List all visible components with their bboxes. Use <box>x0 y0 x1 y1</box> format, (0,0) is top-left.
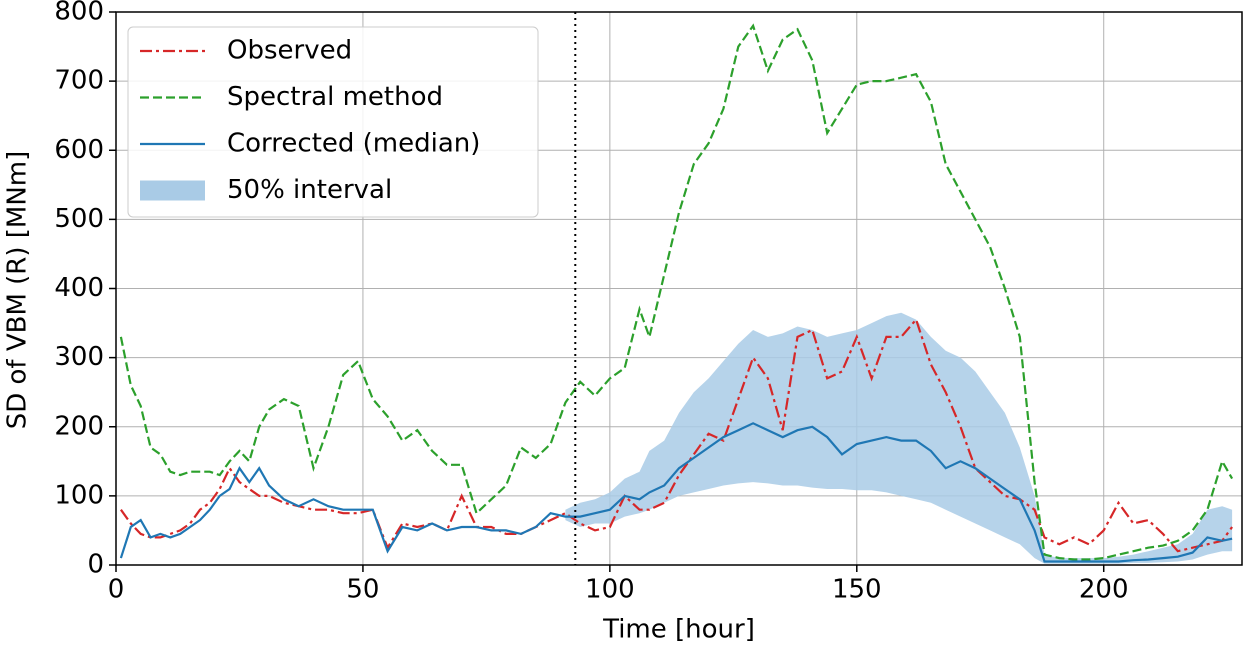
x-tick-label: 0 <box>108 575 125 605</box>
y-tick-label: 400 <box>54 273 104 303</box>
y-tick-label: 0 <box>87 550 104 580</box>
legend: Observed Spectral method Corrected (median… <box>127 26 539 218</box>
y-tick-label: 100 <box>54 480 104 510</box>
plot-frame <box>115 11 1243 566</box>
y-tick-label: 300 <box>54 342 104 372</box>
y-tick-label: 700 <box>54 66 104 96</box>
legend-label: 50% interval <box>227 175 392 205</box>
y-tick-label: 500 <box>54 204 104 234</box>
x-axis-label: Time [hour] <box>602 615 755 645</box>
x-tick-label: 50 <box>346 575 379 605</box>
series-line <box>119 23 1234 561</box>
y-axis-label: SD of VBM (R) [MNm] <box>3 151 33 430</box>
y-tick-label: 200 <box>54 411 104 441</box>
x-tick-label: 150 <box>832 575 882 605</box>
series-line <box>120 317 1233 553</box>
x-tick-label: 100 <box>585 575 635 605</box>
x-tick-label: 200 <box>1079 575 1129 605</box>
y-tick-label: 800 <box>54 0 104 27</box>
series-line <box>119 422 1233 563</box>
legend-box <box>127 26 539 218</box>
legend-label: Observed <box>227 36 352 66</box>
legend-label: Corrected (median) <box>227 129 480 159</box>
legend-label: Spectral method <box>227 82 443 112</box>
y-tick-label: 600 <box>54 135 104 165</box>
legend-swatch <box>140 180 205 201</box>
interval-band <box>565 312 1233 564</box>
